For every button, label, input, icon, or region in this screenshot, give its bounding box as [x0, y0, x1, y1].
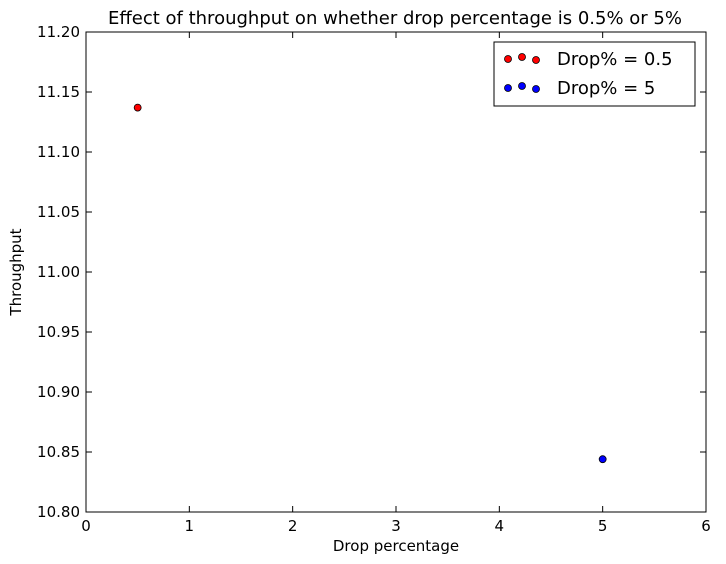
y-axis-label: Throughput: [7, 228, 25, 316]
legend-label: Drop% = 5: [557, 78, 655, 99]
x-tick-label: 3: [391, 517, 401, 535]
legend-frame: [493, 41, 696, 107]
x-tick-labels: 0 1 2 3 4 5 6: [81, 517, 711, 535]
scatter-point: [598, 455, 607, 464]
plot-area: [85, 31, 707, 513]
legend-marker: [504, 55, 512, 63]
y-tick-label: 11.15: [37, 83, 80, 101]
x-tick-label: 5: [598, 517, 608, 535]
x-tick-label: 6: [701, 517, 711, 535]
x-axis-label: Drop percentage: [333, 537, 459, 555]
legend-entry: Drop% = 0.5: [504, 49, 673, 70]
x-tick-label: 2: [288, 517, 298, 535]
y-tick-labels: 10.80 10.85 10.90 10.95 11.00 11.05 11.10 11.15…: [37, 23, 80, 521]
legend-label: Drop% = 0.5: [557, 49, 673, 70]
y-tick-label: 11.05: [37, 203, 80, 221]
y-tick-label: 10.90: [37, 383, 80, 401]
y-tick-label: 10.95: [37, 323, 80, 341]
data-markers: [133, 103, 607, 464]
chart-title: Effect of throughput on whether drop per…: [108, 8, 682, 29]
x-tick-label: 1: [185, 517, 195, 535]
legend: Drop% = 0.5 Drop% = 5: [493, 41, 696, 107]
x-tick-label: 4: [495, 517, 505, 535]
x-tick-label: 0: [81, 517, 91, 535]
y-tick-label: 11.10: [37, 143, 80, 161]
plot-frame: [85, 31, 707, 513]
scatter-point: [133, 103, 142, 112]
legend-marker: [532, 56, 540, 64]
axis-ticks: [85, 31, 707, 513]
legend-marker: [518, 53, 526, 61]
y-tick-label: 11.20: [37, 23, 80, 41]
legend-marker: [504, 84, 512, 92]
y-tick-label: 10.80: [37, 503, 80, 521]
y-tick-label: 11.00: [37, 263, 80, 281]
legend-entry: Drop% = 5: [504, 78, 655, 99]
legend-marker: [518, 82, 526, 90]
legend-marker: [532, 85, 540, 93]
y-tick-label: 10.85: [37, 443, 80, 461]
